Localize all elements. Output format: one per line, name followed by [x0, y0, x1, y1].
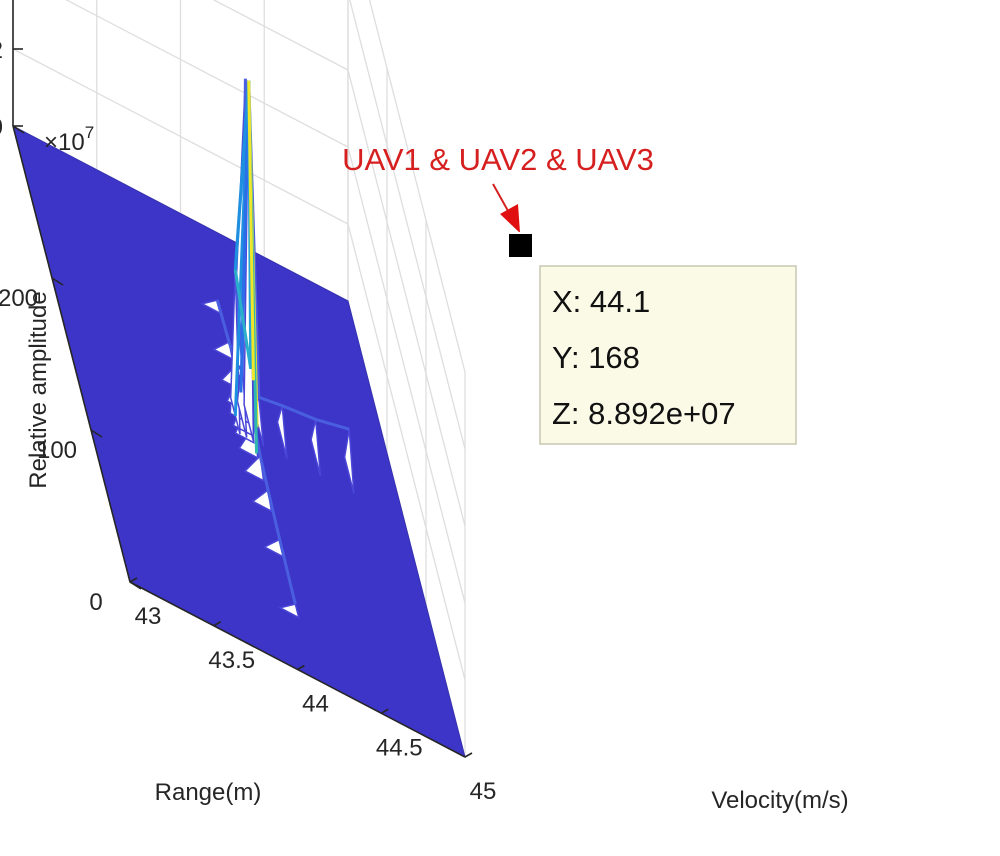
peak-spike-edge — [247, 80, 255, 381]
x-tick-label: 44 — [302, 691, 329, 718]
range-ridge-fin — [278, 603, 300, 619]
datatip-z: Z: 8.892e+07 — [552, 396, 736, 431]
z-gridline-side — [347, 146, 466, 604]
y-axis-line — [12, 125, 131, 583]
y-axis-label: Range(m) — [155, 779, 262, 806]
y-tick-mark — [51, 277, 64, 286]
y-tick-label: 100 — [37, 437, 77, 464]
z-gridline-side — [368, 0, 466, 373]
z-tick-label: 2 — [0, 37, 3, 64]
y-tick-label: 200 — [0, 285, 38, 312]
peak-spike-edge — [233, 80, 251, 270]
velocity-ridge-fin — [310, 419, 322, 477]
annotation-label: UAV1 & UAV2 & UAV3 — [342, 142, 654, 177]
datatip[interactable]: X: 44.1 Y: 168 Z: 8.892e+07 — [539, 265, 797, 445]
peak-annotation: UAV1 & UAV2 & UAV3 — [342, 142, 654, 233]
z-gridline-side — [347, 69, 466, 527]
z-axis-label: Relative amplitude — [25, 291, 52, 488]
y-tick-mark — [12, 125, 25, 134]
velocity-ridge-fin — [276, 405, 288, 459]
x-tick-mark — [380, 708, 389, 714]
z-exponent-label: ×107 — [44, 123, 94, 156]
datatip-box — [539, 265, 797, 445]
x-tick-mark — [464, 752, 473, 758]
peak-spike-edge — [239, 80, 251, 393]
x-axis-label: Velocity(m/s) — [711, 787, 848, 814]
x-tick-mark — [213, 621, 222, 627]
peak-spike-edge — [233, 269, 253, 370]
annotation-arrow-head — [500, 204, 520, 233]
datatip-marker[interactable] — [507, 232, 534, 259]
y-tick-label: 0 — [89, 589, 102, 616]
z-gridline-side — [347, 223, 466, 681]
x-tick-mark — [297, 664, 305, 671]
surface-mesh — [200, 78, 355, 619]
datatip-y: Y: 168 — [552, 340, 640, 375]
datatip-x: X: 44.1 — [552, 284, 650, 319]
z-tick-label: 0 — [0, 114, 3, 141]
z-gridline-back — [212, 0, 349, 71]
gridlines — [12, 0, 466, 758]
y-tick-mark — [90, 429, 103, 438]
x-tick-label: 43 — [135, 603, 162, 630]
x-tick-mark — [129, 577, 138, 583]
y-tick-mark — [129, 581, 142, 590]
x-tick-label: 43.5 — [208, 647, 255, 674]
velocity-ridge-fin — [343, 429, 355, 494]
x-tick-label: 44.5 — [376, 734, 423, 761]
x-tick-label: 45 — [470, 778, 497, 805]
z-gridline-side — [349, 0, 466, 450]
